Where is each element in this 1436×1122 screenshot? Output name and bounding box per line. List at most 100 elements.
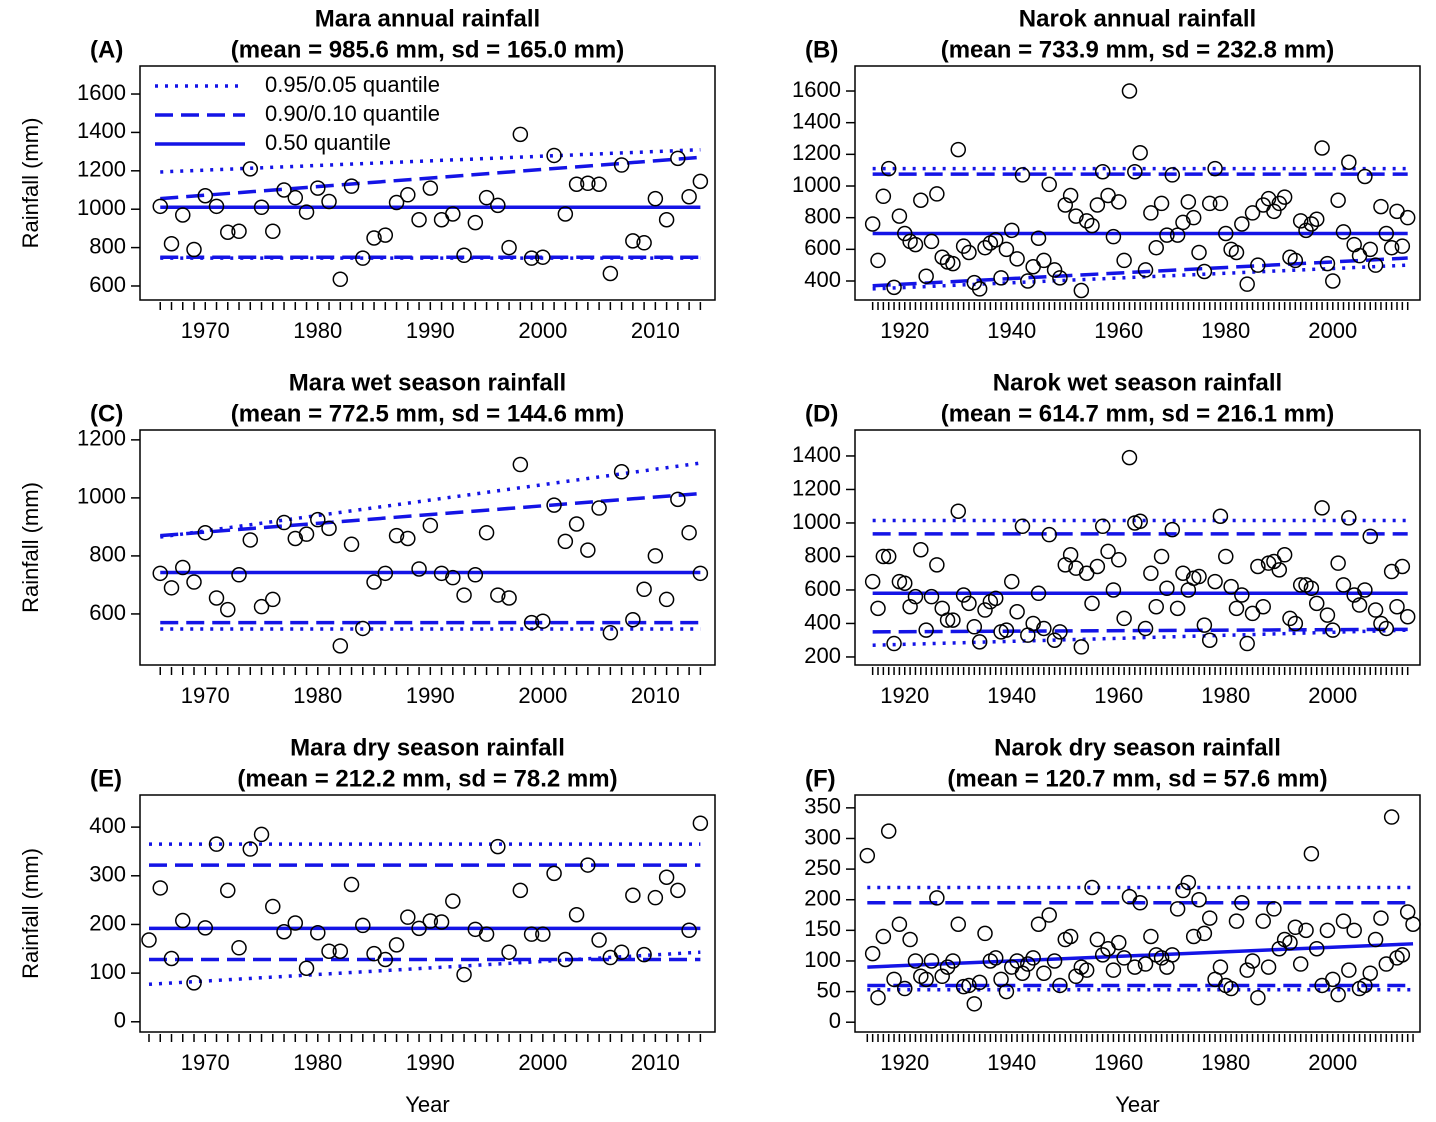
data-point [1362, 528, 1378, 545]
data-point [1207, 160, 1223, 177]
x-tick-label: 1980 [1201, 1050, 1250, 1075]
data-point [1148, 240, 1164, 256]
data-point [568, 176, 585, 192]
data-point [1143, 928, 1159, 945]
plot-frame [854, 65, 1421, 301]
data-point [1111, 194, 1127, 210]
data-point [445, 893, 461, 909]
data-point [897, 225, 913, 242]
data-point [998, 622, 1015, 638]
data-point [1357, 582, 1373, 598]
data-point [1250, 558, 1266, 575]
data-point [1292, 956, 1309, 972]
y-tick-label: 600 [804, 576, 841, 601]
data-point [152, 565, 169, 582]
data-point [1084, 217, 1100, 234]
data-point [1244, 205, 1261, 221]
y-tick-label: 1000 [792, 509, 841, 534]
data-point [1159, 580, 1175, 597]
data-point [875, 548, 892, 565]
x-tick-label: 2010 [631, 683, 680, 708]
data-point [875, 928, 892, 945]
data-point [1100, 543, 1116, 560]
y-tick-label: 400 [89, 813, 126, 838]
data-point [977, 925, 993, 942]
data-point [355, 620, 371, 637]
data-point [1266, 901, 1282, 917]
y-tick-label: 1200 [77, 157, 126, 182]
data-point [355, 917, 371, 934]
data-point [1057, 931, 1074, 948]
data-point [580, 175, 596, 192]
data-point [950, 916, 967, 932]
data-point [918, 622, 934, 638]
data-point [208, 198, 225, 215]
x-tick-label: 1990 [406, 683, 455, 708]
plot-frame [854, 794, 1421, 1033]
data-point [602, 265, 619, 282]
data-point [1143, 205, 1159, 221]
data-point [512, 882, 529, 899]
y-tick-label: 600 [804, 235, 841, 260]
data-point [658, 869, 675, 885]
data-point [568, 516, 585, 532]
y-tick-label: 1000 [792, 172, 841, 197]
y-tick-label: 300 [804, 824, 841, 849]
data-point [433, 914, 450, 930]
data-point [490, 838, 506, 855]
data-point [242, 532, 259, 548]
data-point [1308, 940, 1325, 957]
data-point [197, 920, 214, 936]
quantile-line [160, 147, 701, 174]
x-tick-label: 1940 [987, 318, 1036, 343]
data-point [1234, 216, 1250, 232]
y-tick-label: 350 [804, 794, 841, 819]
plot-frame [139, 65, 716, 301]
data-point [886, 635, 902, 652]
data-point [1185, 209, 1202, 226]
data-point [987, 232, 1004, 248]
data-point [1303, 580, 1320, 597]
data-point [658, 212, 675, 228]
y-tick-label: 200 [89, 910, 126, 935]
data-point [1250, 989, 1266, 1006]
data-point [1319, 607, 1336, 623]
data-point [1362, 965, 1378, 981]
data-point [1132, 895, 1148, 911]
data-point [1228, 600, 1245, 617]
y-tick-label: 1600 [77, 80, 126, 105]
data-point [647, 889, 664, 906]
data-point [1041, 526, 1057, 543]
data-point [1100, 187, 1116, 204]
data-point [175, 207, 191, 223]
panel: Mara wet season rainfall (mean = 772.5 mm… [18, 369, 716, 708]
data-point [1373, 910, 1389, 926]
panel-title: Mara dry season rainfall [290, 734, 565, 761]
data-point [1078, 962, 1095, 978]
y-tick-label: 250 [804, 855, 841, 880]
data-point [591, 176, 607, 192]
data-point [1014, 518, 1031, 535]
x-tick-label: 1960 [1094, 683, 1143, 708]
data-point [343, 536, 360, 553]
data-point [993, 270, 1009, 286]
data-point [422, 517, 439, 534]
data-point [1201, 910, 1218, 926]
data-point [1078, 213, 1095, 229]
data-point [1228, 244, 1245, 261]
panel-subtitle: (mean = 120.7 mm, sd = 57.6 mm) [947, 765, 1327, 792]
data-point [557, 533, 574, 550]
data-point [950, 503, 967, 519]
quantile-line [872, 627, 1408, 634]
data-point [1191, 891, 1207, 908]
data-point [1325, 273, 1341, 289]
y-tick-label: 1200 [77, 426, 126, 451]
data-point [377, 565, 394, 582]
data-point [1201, 195, 1218, 212]
data-point [1196, 617, 1213, 633]
data-point [1046, 262, 1063, 278]
data-point [1276, 189, 1293, 205]
y-tick-label: 1400 [77, 118, 126, 143]
data-point [433, 565, 450, 582]
y-tick-label: 100 [89, 959, 126, 984]
